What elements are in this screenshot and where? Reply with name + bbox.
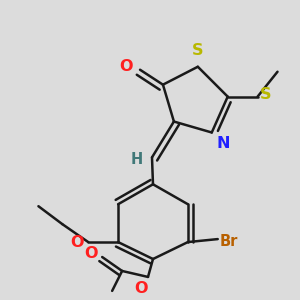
Text: H: H (131, 152, 143, 167)
Text: S: S (260, 87, 271, 102)
Text: O: O (120, 59, 133, 74)
Text: S: S (192, 43, 204, 58)
Text: O: O (134, 281, 148, 296)
Text: Br: Br (220, 234, 238, 249)
Text: N: N (217, 136, 230, 152)
Text: O: O (85, 245, 98, 260)
Text: O: O (70, 235, 83, 250)
